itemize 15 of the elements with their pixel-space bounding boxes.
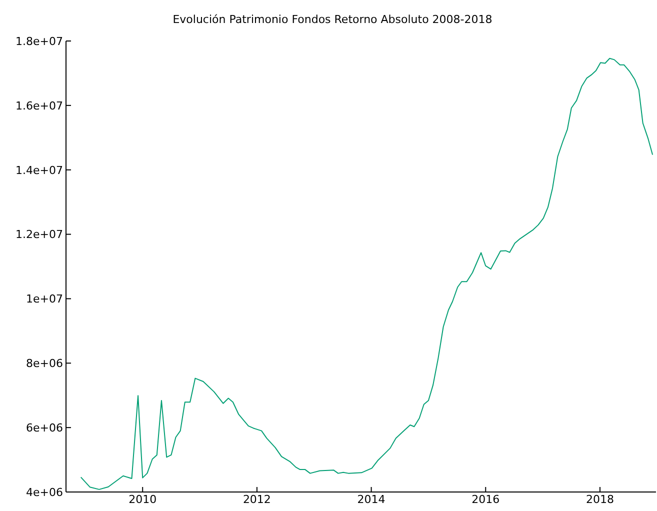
y-tick-label: 6e+06 <box>26 421 63 434</box>
y-tick-label: 1e+07 <box>26 292 63 306</box>
x-tick-label: 2010 <box>128 492 157 506</box>
chart-title: Evolución Patrimonio Fondos Retorno Absoluto 2008-2018 <box>172 13 494 26</box>
x-tick-label: 2018 <box>586 492 614 506</box>
y-tick-label: 1.2e+07 <box>16 228 63 242</box>
y-tick-label: 1.6e+07 <box>16 99 63 112</box>
x-tick-label: 2016 <box>472 492 500 506</box>
y-tick-label: 1.8e+07 <box>16 34 63 48</box>
y-tick-label: 8e+06 <box>26 357 63 370</box>
y-tick-label: 4e+06 <box>26 486 63 499</box>
y-tick-label: 1.4e+07 <box>16 164 63 177</box>
x-tick-label: 2012 <box>242 492 271 506</box>
line-series <box>80 58 654 490</box>
x-tick-label: 2014 <box>357 492 386 506</box>
